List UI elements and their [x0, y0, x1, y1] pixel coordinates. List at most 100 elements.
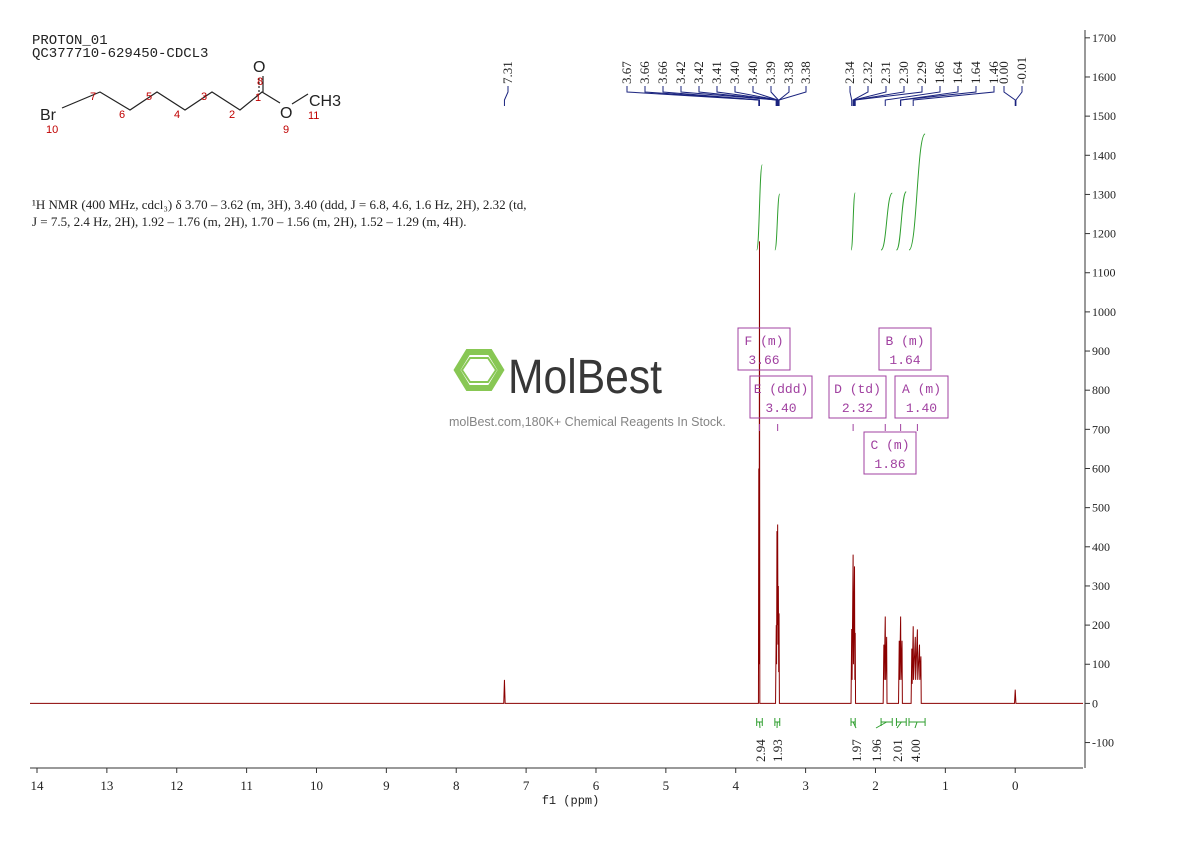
- logo: [453, 349, 505, 391]
- multiplet-box: [894, 375, 949, 419]
- integral-curve: [880, 192, 893, 251]
- x-tick-label: 10: [310, 778, 323, 793]
- multiplet-shift: 2.32: [842, 401, 873, 416]
- peak-label: 3.40: [727, 61, 742, 84]
- watermark-tagline: molBest.com,180K+ Chemical Reagents In S…: [449, 415, 726, 429]
- atom-number: 3: [201, 91, 207, 103]
- peak-label: 1.86: [932, 61, 947, 84]
- atom-number: 2: [229, 109, 235, 121]
- peak-label: -0.01: [1014, 57, 1029, 84]
- atom-number: 4: [174, 109, 180, 121]
- x-tick-label: 4: [732, 778, 739, 793]
- integral-label: 1.93: [770, 739, 785, 762]
- integral-leader: [875, 721, 887, 729]
- integral-curve: [895, 191, 907, 251]
- y-tick-label: 800: [1092, 383, 1110, 397]
- description: ¹H NMR (400 MHz, cdcl₃) δ 3.70 – 3.62 (m…: [32, 197, 527, 212]
- integral-label: 2.01: [890, 739, 905, 762]
- peak-leader: [503, 86, 509, 106]
- x-tick-label: 0: [1012, 778, 1019, 793]
- peak-leader: [626, 86, 760, 106]
- peak-leader: [1003, 86, 1016, 106]
- multiplet-shift: 3.66: [748, 353, 779, 368]
- integral-bracket: [908, 718, 926, 726]
- x-tick-label: 8: [453, 778, 460, 793]
- x-axis-label: f1 (ppm): [542, 794, 600, 808]
- atom-number: 9: [283, 124, 289, 136]
- y-tick-label: 1400: [1092, 148, 1116, 162]
- peak-label: 2.34: [842, 61, 857, 84]
- watermark: MolBest molBest.com,180K+ Chemical Reage…: [449, 349, 726, 429]
- y-tick-label: -100: [1092, 736, 1114, 750]
- spectrum-line: [30, 241, 1083, 704]
- x-tick-label: 11: [240, 778, 253, 793]
- atom-number: 7: [90, 91, 96, 103]
- y-tick-label: 500: [1092, 501, 1110, 515]
- atom-number: 6: [119, 109, 125, 121]
- multiplet-label: D (td): [834, 382, 881, 397]
- peak-leader: [1015, 86, 1023, 106]
- x-tick-label: 14: [30, 778, 44, 793]
- y-tick-label: 1100: [1092, 266, 1116, 280]
- bond-chain: [61, 91, 281, 111]
- peak-label: 3.66: [655, 61, 670, 84]
- multiplet-shift: 1.86: [874, 457, 905, 472]
- peak-label: 3.42: [673, 61, 688, 84]
- integral-label: 2.94: [753, 739, 768, 762]
- peak-label: 3.38: [798, 61, 813, 84]
- x-tick-label: 12: [170, 778, 183, 793]
- title: PROTON_01: [32, 33, 108, 49]
- x-tick-label: 13: [100, 778, 113, 793]
- peak-label: 3.66: [637, 61, 652, 84]
- atom: CH3: [309, 93, 341, 110]
- multiplet-label: C (m): [870, 438, 909, 453]
- x-tick-label: 3: [802, 778, 809, 793]
- peak-leader: [778, 86, 790, 106]
- atom-number: 8: [257, 76, 263, 88]
- peak-label: 3.40: [745, 61, 760, 84]
- atom-number: 5: [146, 91, 152, 103]
- y-tick-label: 600: [1092, 461, 1110, 475]
- integral-leader: [852, 721, 857, 729]
- peak-label: 3.41: [709, 61, 724, 84]
- peak-label: 2.29: [914, 61, 929, 84]
- y-tick-label: 700: [1092, 422, 1110, 436]
- peak-label: 0.00: [996, 61, 1011, 84]
- peak-leader: [912, 86, 995, 106]
- integral-leader: [758, 721, 761, 729]
- peak-label: 3.39: [763, 61, 778, 84]
- x-tick-label: 9: [383, 778, 390, 793]
- multiplet-box: [737, 327, 791, 371]
- atom-number: 11: [308, 110, 319, 122]
- multiplet-shift: 1.40: [906, 401, 937, 416]
- multiplet-label: F (m): [744, 334, 783, 349]
- peak-label: 1.46: [986, 61, 1001, 84]
- description: J = 7.5, 2.4 Hz, 2H), 1.92 – 1.76 (m, 2H…: [32, 214, 467, 229]
- multiplet-box: [878, 327, 932, 371]
- peak-leader: [752, 86, 779, 106]
- peak-leader: [853, 86, 887, 106]
- peak-label: 3.67: [619, 61, 634, 84]
- peak-label: 2.30: [896, 61, 911, 84]
- integral-label: 1.97: [849, 739, 864, 762]
- integral-curve: [774, 193, 781, 251]
- x-tick-label: 6: [593, 778, 600, 793]
- multiplet-label: A (m): [902, 382, 941, 397]
- y-tick-label: 0: [1092, 696, 1098, 710]
- integral-leader: [914, 721, 918, 729]
- multiplet-box: [863, 431, 917, 475]
- multiplet-box: [828, 375, 887, 419]
- molecule: [61, 76, 309, 111]
- peak-leader: [778, 86, 807, 106]
- y-tick-label: 1700: [1092, 31, 1116, 45]
- y-tick-label: 300: [1092, 579, 1110, 593]
- peak-label: 2.31: [878, 61, 893, 84]
- logo: [460, 357, 498, 383]
- peak-leader: [900, 86, 977, 106]
- peak-leader: [854, 86, 905, 106]
- integral-curve: [850, 192, 856, 251]
- integral-label: 1.96: [869, 739, 884, 762]
- sample-id: QC377710-629450-CDCL3: [32, 46, 208, 62]
- integral-leader: [896, 721, 902, 729]
